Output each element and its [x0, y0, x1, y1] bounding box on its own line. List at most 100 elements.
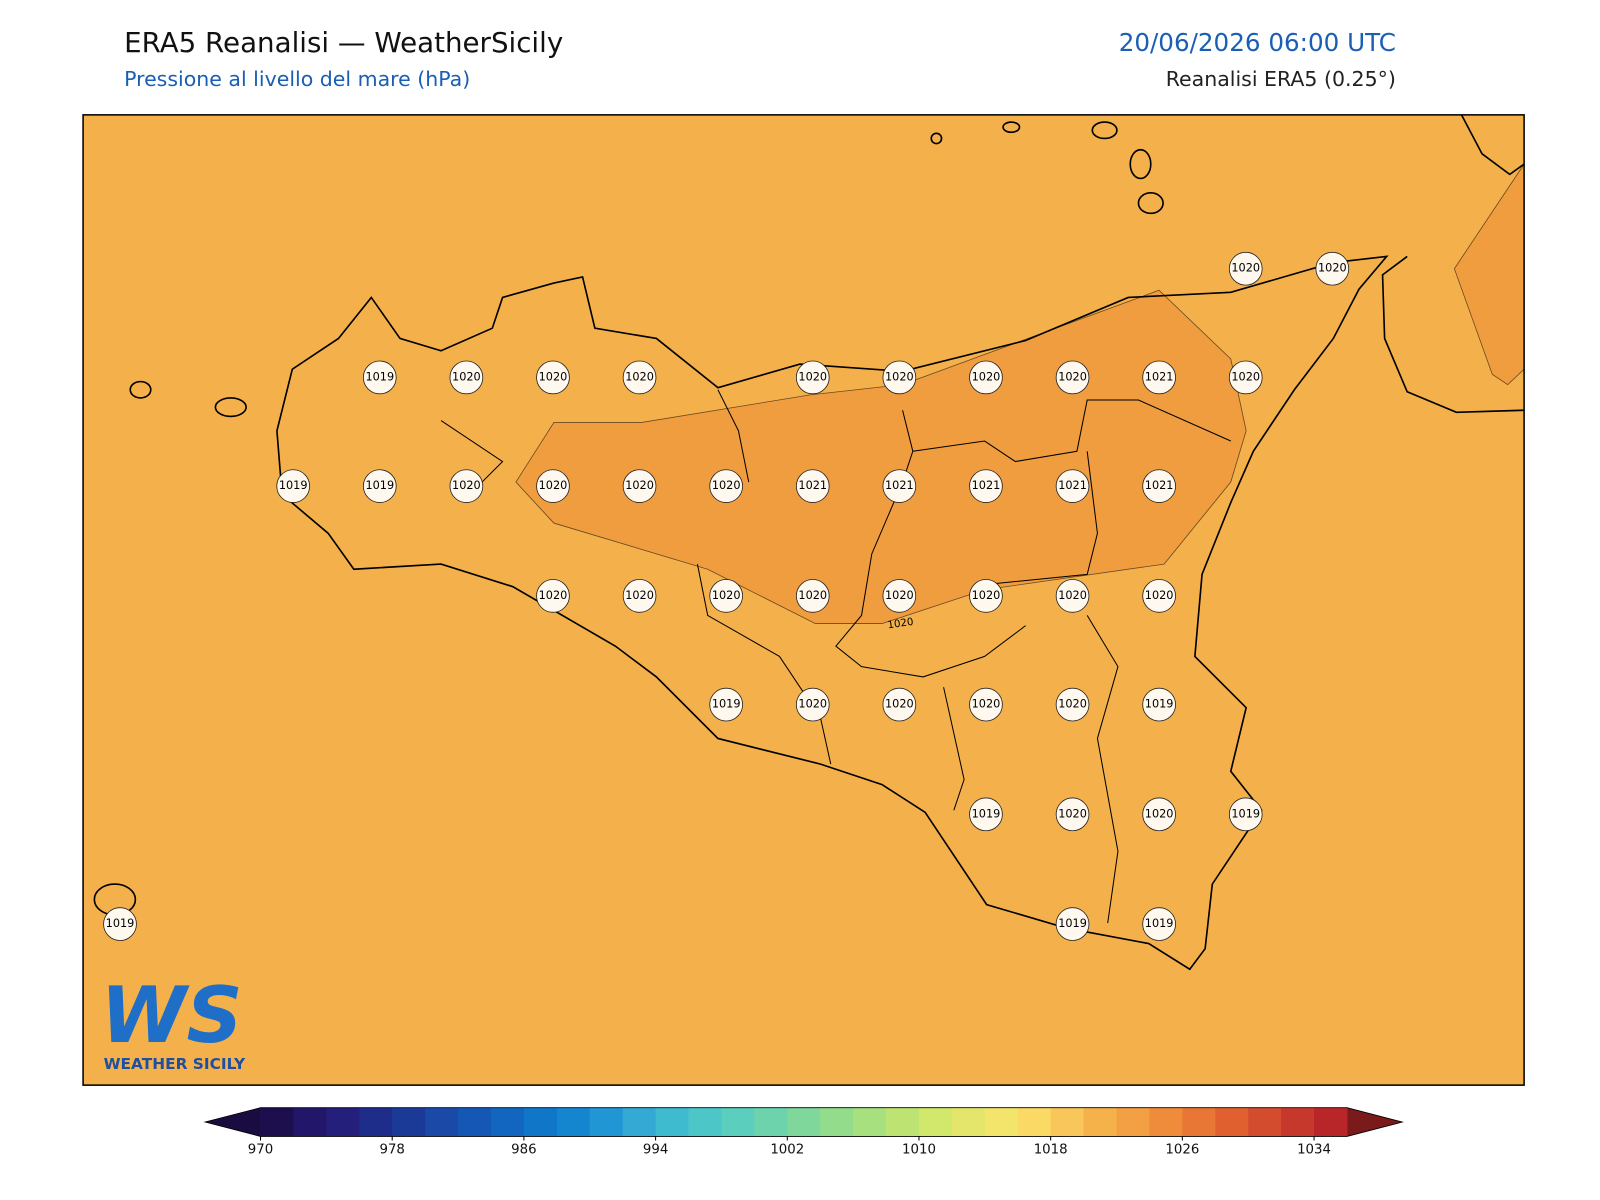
- colorbar-segment: [1050, 1107, 1085, 1137]
- colorbar-segment: [1215, 1107, 1249, 1137]
- island: [1137, 192, 1164, 215]
- station-marker: [1228, 360, 1263, 395]
- station-marker: [1142, 907, 1176, 941]
- colorbar-tick-label: 1018: [1034, 1143, 1068, 1158]
- colorbar-segment: [1182, 1107, 1216, 1137]
- colorbar-segment: [820, 1107, 854, 1137]
- station-marker: [1055, 797, 1090, 832]
- station-value: 1020: [1058, 370, 1087, 383]
- station-marker: [362, 360, 397, 395]
- station-marker: [882, 469, 917, 503]
- colorbar-segment: [1116, 1107, 1150, 1137]
- station-marker: [882, 360, 917, 395]
- colorbar-segment: [951, 1107, 986, 1137]
- station-marker: [969, 687, 1003, 722]
- colorbar-tick-label: 1002: [770, 1143, 804, 1158]
- station-value: 1020: [625, 370, 654, 383]
- high-pressure-zone: [1453, 162, 1525, 386]
- station-marker: [1055, 687, 1090, 722]
- colorbar-segment: [984, 1107, 1019, 1137]
- station-value: 1020: [1145, 807, 1174, 820]
- source: Reanalisi ERA5 (0.25°): [1166, 67, 1396, 91]
- station-marker: [362, 469, 397, 503]
- station-marker: [969, 360, 1003, 395]
- colorbar-over: [1346, 1107, 1403, 1137]
- station-value: 1019: [1145, 917, 1174, 930]
- colorbar-segment: [1248, 1107, 1282, 1137]
- station-marker: [622, 360, 657, 395]
- station-value: 1020: [452, 479, 481, 492]
- station-value: 1020: [452, 370, 481, 383]
- colorbar-segment: [886, 1107, 920, 1137]
- station-marker: [1142, 687, 1176, 722]
- station-value: 1020: [798, 589, 827, 602]
- station-value: 1020: [798, 698, 827, 711]
- station-marker: [622, 579, 657, 613]
- map-frame: [82, 114, 1525, 1086]
- station-value: 1020: [885, 589, 914, 602]
- colorbar-segment: [754, 1107, 788, 1137]
- colorbar-segment: [589, 1107, 624, 1137]
- sicily-coast: [276, 255, 1389, 971]
- colorbar-tick-label: 1034: [1297, 1143, 1331, 1158]
- station-marker: [1055, 469, 1090, 503]
- contour-label: 1020: [887, 616, 915, 632]
- station-marker: [709, 687, 743, 722]
- colorbar-segment: [425, 1107, 459, 1137]
- station-marker: [795, 579, 830, 613]
- station-value: 1019: [712, 698, 741, 711]
- station-marker: [536, 469, 570, 503]
- colorbar-tick-label: 986: [511, 1143, 536, 1158]
- station-value: 1020: [712, 589, 741, 602]
- station-value: 1020: [885, 370, 914, 383]
- colorbar-segment: [655, 1107, 690, 1137]
- colorbar-segment: [490, 1107, 525, 1137]
- colorbar-segment: [1083, 1107, 1118, 1137]
- colorbar-under: [205, 1107, 261, 1137]
- station-marker: [969, 797, 1003, 832]
- station-marker: [969, 469, 1003, 503]
- station-value: 1020: [885, 698, 914, 711]
- station-value: 1019: [1058, 917, 1087, 930]
- station-marker: [1055, 907, 1090, 941]
- station-marker: [536, 360, 570, 395]
- station-marker: [882, 579, 917, 613]
- provinces: [440, 389, 1231, 924]
- station-value: 1020: [539, 479, 568, 492]
- logo-name: WEATHER SICILY: [104, 1055, 246, 1073]
- colorbar-tick-label: 970: [248, 1143, 273, 1158]
- island: [129, 380, 152, 399]
- station-value: 1021: [1145, 479, 1174, 492]
- station-value: 1020: [798, 370, 827, 383]
- station-marker: [1142, 797, 1176, 832]
- colorbar-tick-label: 1010: [902, 1143, 936, 1158]
- colorbar-tick-label: 1026: [1165, 1143, 1199, 1158]
- station-value: 1020: [1231, 262, 1260, 275]
- colorbar-segment: [326, 1107, 360, 1137]
- station-marker: [622, 469, 657, 503]
- station-marker: [709, 579, 743, 613]
- station-value: 1021: [972, 479, 1001, 492]
- station-marker: [1055, 360, 1090, 395]
- colorbar-segment: [293, 1107, 327, 1137]
- colorbar-segment: [523, 1107, 558, 1137]
- station-marker: [969, 579, 1003, 613]
- station-marker: [1142, 469, 1176, 503]
- colorbar-segment: [622, 1107, 657, 1137]
- island: [1091, 121, 1118, 140]
- colorbar-segment: [1314, 1107, 1348, 1137]
- station-value: 1020: [972, 698, 1001, 711]
- station-value: 1021: [885, 479, 914, 492]
- colorbar-segment: [458, 1107, 492, 1137]
- colorbar-segment: [1017, 1107, 1052, 1137]
- station-value: 1021: [1145, 370, 1174, 383]
- station-value: 1020: [539, 370, 568, 383]
- station-marker: [795, 360, 830, 395]
- station-value: 1020: [539, 589, 568, 602]
- station-value: 1019: [1231, 807, 1260, 820]
- station-marker: [449, 360, 484, 395]
- station-marker: [1315, 251, 1350, 286]
- colorbar-segment: [787, 1107, 821, 1137]
